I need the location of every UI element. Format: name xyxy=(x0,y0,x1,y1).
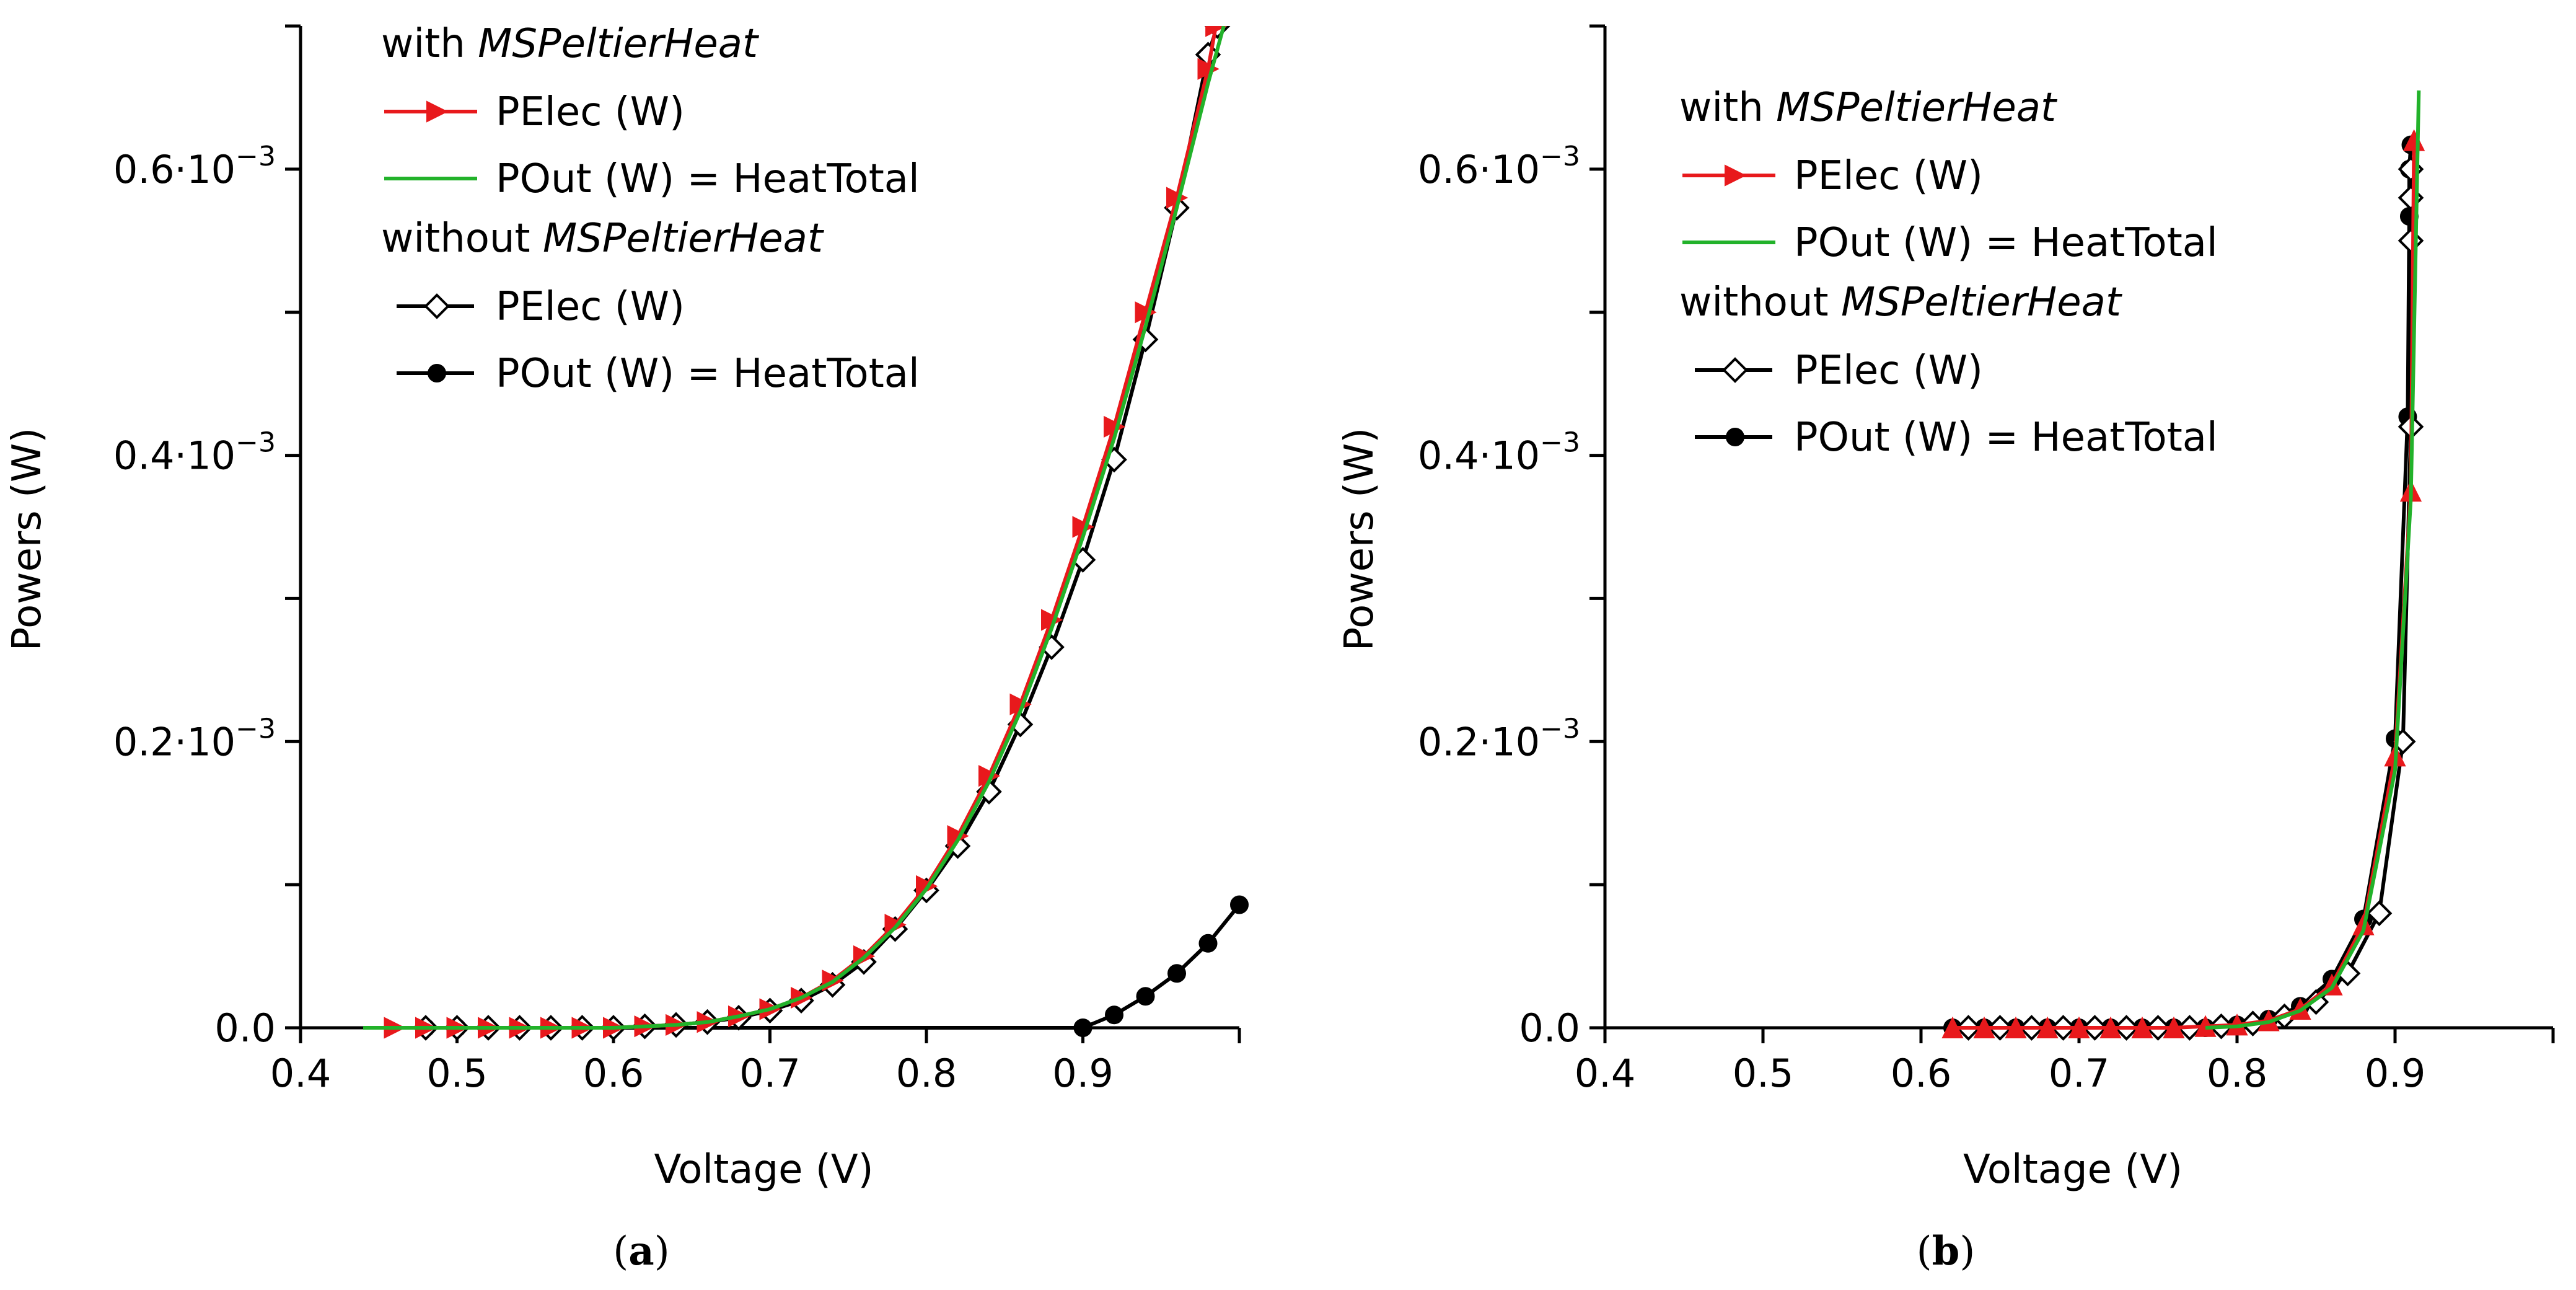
y-axis-title: Powers (W) xyxy=(4,428,50,651)
data-point-with-0 xyxy=(2099,1016,2122,1038)
y-tick-label: 0.0 xyxy=(1519,1005,1580,1051)
data-point-with-0 xyxy=(1197,58,1220,80)
data-point-with-0 xyxy=(2068,1016,2090,1038)
legend-title-with: with MSPeltierHeat xyxy=(1679,85,2058,131)
data-point-with-0 xyxy=(1205,26,1228,37)
x-axis-title: Voltage (V) xyxy=(654,1147,873,1193)
plot-area xyxy=(363,26,1249,1041)
data-point-with-0 xyxy=(2005,1016,2027,1038)
x-tick-label: 0.7 xyxy=(739,1051,801,1096)
panel-b: 0.4 0.5 0.6 0.7 0.8 0.9 0.0 0.2·10−3 0.4·10−3 0.6… xyxy=(1337,24,2555,1275)
y-tick-label: 0.2·10−3 xyxy=(113,713,276,764)
legend: with MSPeltierHeat PElec (W) POut (W) = He… xyxy=(381,21,920,397)
y-tick-label: 0.2·10−3 xyxy=(1418,713,1580,764)
legend-title-without: without MSPeltierHeat xyxy=(1679,280,2123,325)
legend-title-without: without MSPeltierHeat xyxy=(381,216,825,262)
legend-entry-label: PElec (W) xyxy=(496,284,685,330)
legend-swatch-marker xyxy=(426,100,449,123)
x-tick-label: 0.6 xyxy=(583,1051,644,1096)
x-tick-label: 0.8 xyxy=(2207,1051,2268,1096)
legend-swatch-marker xyxy=(428,364,446,382)
legend-entry-label: PElec (W) xyxy=(496,89,685,135)
panel-label: (b) xyxy=(1917,1228,1976,1275)
x-tick-label: 0.6 xyxy=(1891,1051,1952,1096)
data-point-without-2 xyxy=(2366,900,2393,927)
data-point-with-0 xyxy=(1973,1016,1995,1038)
data-point-without-3 xyxy=(1136,987,1155,1006)
legend-swatch-marker xyxy=(1726,428,1744,446)
y-tick-label: 0.4·10−3 xyxy=(1418,427,1580,479)
panel-label: (a) xyxy=(613,1228,669,1275)
panel-a: 0.4 0.5 0.6 0.7 0.8 0.9 0.0 0.2·10−3 0.4·10−3 0.6… xyxy=(4,21,1249,1275)
x-tick-label: 0.8 xyxy=(896,1051,957,1096)
legend-entry-label: PElec (W) xyxy=(1794,153,1983,199)
data-point-with-0 xyxy=(2163,1016,2185,1038)
data-point-with-0 xyxy=(2036,1016,2059,1038)
data-point-without-3 xyxy=(1073,1018,1092,1037)
legend-swatch-marker xyxy=(1725,164,1747,187)
x-tick-label: 0.9 xyxy=(1052,1051,1114,1096)
legend-swatch-marker xyxy=(424,293,450,319)
legend-title-with: with MSPeltierHeat xyxy=(381,21,760,67)
series-line-with-0 xyxy=(1953,140,2416,1030)
y-tick-label: 0.4·10−3 xyxy=(113,427,276,479)
series-line-with-1 xyxy=(2205,90,2421,1030)
plot-area xyxy=(1941,90,2425,1041)
x-tick-label: 0.9 xyxy=(2365,1051,2426,1096)
data-point-without-3 xyxy=(1167,964,1186,983)
legend-entry-label: POut (W) = HeatTotal xyxy=(1794,220,2218,266)
series-line-with-1 xyxy=(363,26,1226,1030)
series-line-without-3 xyxy=(1953,144,2413,1030)
y-tick-label: 0.6·10−3 xyxy=(113,141,276,192)
data-point-with-0 xyxy=(2131,1016,2153,1038)
legend-entry-label: POut (W) = HeatTotal xyxy=(1794,415,2218,461)
legend-entry-label: POut (W) = HeatTotal xyxy=(496,156,920,202)
x-tick-label: 0.5 xyxy=(426,1051,488,1096)
data-point-without-3 xyxy=(1198,934,1218,953)
data-point-with-0 xyxy=(1135,301,1157,324)
data-point-without-3 xyxy=(1105,1005,1123,1025)
y-tick-label: 0.0 xyxy=(214,1005,276,1051)
x-axis-title: Voltage (V) xyxy=(1963,1147,2183,1193)
legend-entry-label: POut (W) = HeatTotal xyxy=(496,351,920,397)
data-point-without-2 xyxy=(2398,228,2424,254)
data-point-with-0 xyxy=(1941,1016,1964,1038)
legend-swatch-marker xyxy=(1722,357,1748,383)
x-tick-label: 0.5 xyxy=(1733,1051,1794,1096)
y-axis-title: Powers (W) xyxy=(1337,428,1383,651)
x-tick-label: 0.4 xyxy=(1575,1051,1636,1096)
data-point-without-3 xyxy=(1230,895,1249,914)
y-tick-label: 0.6·10−3 xyxy=(1418,141,1580,192)
x-tick-label: 0.7 xyxy=(2049,1051,2110,1096)
x-tick-label: 0.4 xyxy=(270,1051,332,1096)
legend-entry-label: PElec (W) xyxy=(1794,348,1983,394)
legend: with MSPeltierHeat PElec (W) POut (W) = He… xyxy=(1679,85,2218,461)
